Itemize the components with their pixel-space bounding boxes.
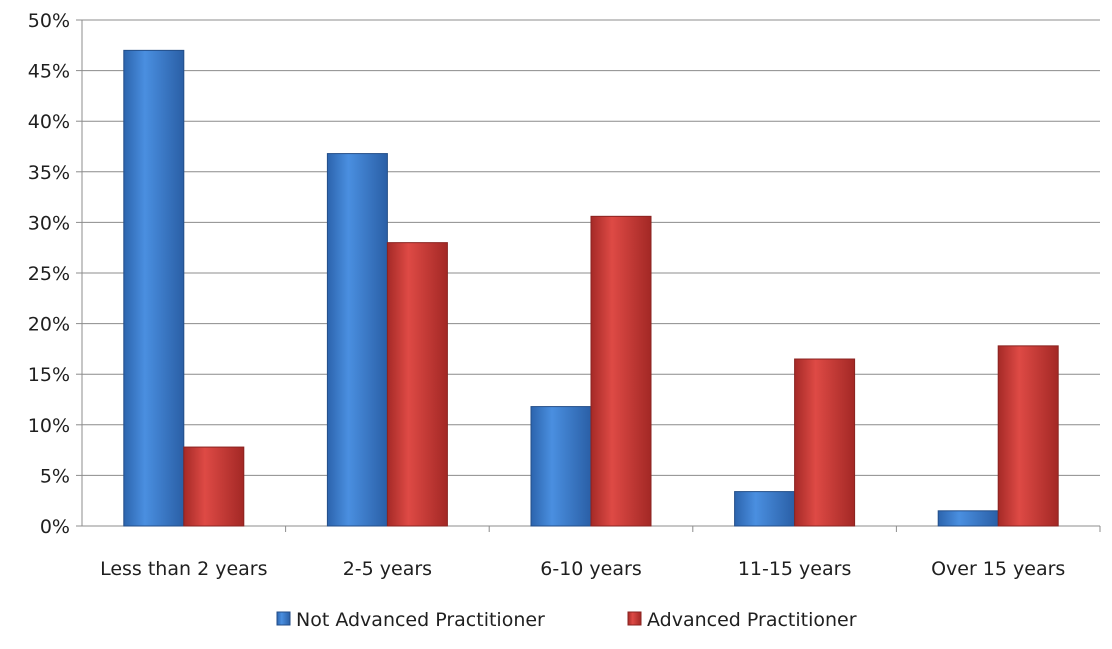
y-tick-label: 20% — [28, 314, 70, 336]
x-tick-label: 2-5 years — [343, 558, 432, 580]
bar-not-advanced — [326, 153, 388, 527]
x-tick-label: Over 15 years — [931, 558, 1065, 580]
x-tick-label: 11-15 years — [738, 558, 852, 580]
bars — [123, 49, 1059, 527]
y-tick-label: 10% — [28, 415, 70, 437]
y-tick-label: 45% — [28, 61, 70, 83]
x-tick-label: 6-10 years — [540, 558, 641, 580]
bar-not-advanced — [123, 49, 185, 527]
x-tick-labels: Less than 2 years 2-5 years 6-10 years 11-1… — [100, 558, 1065, 580]
legend-label-advanced: Advanced Practitioner — [647, 609, 857, 631]
bar-advanced — [183, 446, 245, 527]
y-tick-label: 30% — [28, 212, 70, 234]
legend: Not Advanced Practitioner Advanced Practi… — [276, 609, 857, 631]
y-tick-label: 50% — [28, 10, 70, 32]
bar-not-advanced — [530, 406, 592, 527]
legend-label-not-advanced: Not Advanced Practitioner — [296, 609, 545, 631]
bar-not-advanced — [734, 491, 796, 527]
y-tick-label: 5% — [40, 465, 70, 487]
x-tick-label: Less than 2 years — [100, 558, 267, 580]
y-tick-label: 15% — [28, 364, 70, 386]
legend-swatch-advanced — [627, 611, 642, 626]
y-tick-label: 25% — [28, 263, 70, 285]
y-tick-labels: 0% 5% 10% 15% 20% 25% 30% 35% 40% 45% 50% — [28, 10, 70, 538]
bar-not-advanced — [937, 510, 999, 527]
bar-advanced — [794, 358, 856, 527]
bar-advanced — [997, 345, 1059, 527]
legend-swatch-not-advanced — [276, 611, 291, 626]
bar-advanced — [386, 242, 448, 527]
bar-advanced — [590, 215, 652, 527]
y-tick-label: 0% — [40, 516, 70, 538]
y-tick-label: 35% — [28, 162, 70, 184]
y-tick-label: 40% — [28, 111, 70, 133]
